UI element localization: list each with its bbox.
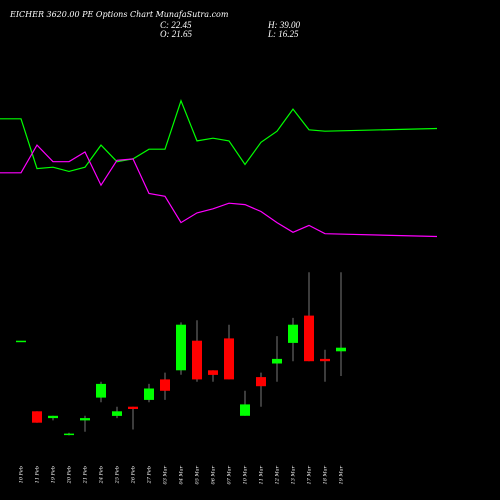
candle [240,390,250,416]
candle-body [128,406,138,409]
candle [112,406,122,419]
candle [304,272,314,362]
candle [48,415,58,421]
candle [160,372,170,400]
x-tick-label: 19 Feb [51,466,57,483]
candle [272,336,282,382]
candle [80,415,90,432]
candle-body [176,324,186,371]
x-tick-label: 03 Mar [163,465,169,484]
open-value: O: 21.65 [160,29,192,39]
candle-body [160,379,170,391]
candle [320,349,330,382]
candle-body [16,340,26,343]
x-tick-label: 20 Feb [67,466,73,484]
indicator-lines [0,99,438,238]
x-tick-label: 11 Mar [259,465,265,484]
candle [144,383,154,403]
x-tick-label: 25 Feb [115,466,121,484]
x-tick-label: 24 Feb [99,466,105,484]
x-tick-label: 10 Mar [243,465,249,484]
x-tick-label: 05 Mar [195,465,201,484]
x-tick-label: 04 Mar [179,465,185,484]
chart-title: EICHER 3620.00 PE Options Chart MunafaSu… [10,10,229,19]
x-tick-label: 21 Feb [83,466,89,484]
candle-body [192,340,202,380]
candlestick-series [16,272,346,436]
candle [16,340,26,343]
candle [208,370,218,382]
candle [336,272,346,376]
candle [192,320,202,382]
candle [32,411,42,423]
candle-body [144,388,154,400]
candle-body [240,404,250,416]
candle-body [224,338,234,380]
candle-body [64,433,74,436]
x-tick-label: 10 Feb [19,466,25,483]
x-axis-labels: 10 Feb 11 Feb 19 Feb 20 Feb 21 Feb 24 Feb 25 F… [19,465,345,484]
x-tick-label: 11 Feb [35,466,41,483]
line-series-magenta [0,144,438,238]
candle-body [320,358,330,362]
candle [128,406,138,430]
candle-body [272,358,282,364]
candle [288,317,298,362]
x-tick-label: 12 Mar [275,465,281,484]
candle-body [288,324,298,343]
candle-body [112,411,122,416]
line-series-green [0,99,438,173]
x-tick-label: 06 Mar [211,465,217,484]
x-tick-label: 17 Mar [307,465,313,484]
x-tick-label: 27 Feb [147,466,153,484]
high-value: H: 39.00 [268,20,300,30]
x-tick-label: 07 Mar [227,465,233,484]
x-tick-label: 18 Mar [323,465,329,484]
candle [64,432,74,436]
x-tick-label: 13 Mar [291,465,297,484]
x-tick-label: 19 Mar [339,465,345,484]
candle-body [208,370,218,375]
candle-body [48,415,58,419]
candle [224,324,234,380]
candle-body [32,411,42,423]
candle-body [304,315,314,362]
candle-body [256,377,266,387]
candle-body [96,383,106,398]
low-value: L: 16.25 [268,29,299,39]
x-tick-label: 26 Feb [131,466,137,484]
candle [256,372,266,407]
candle-body [80,418,90,421]
candle [96,381,106,403]
candle-body [336,347,346,352]
candle [176,322,186,375]
close-value: C: 22.45 [160,20,192,30]
